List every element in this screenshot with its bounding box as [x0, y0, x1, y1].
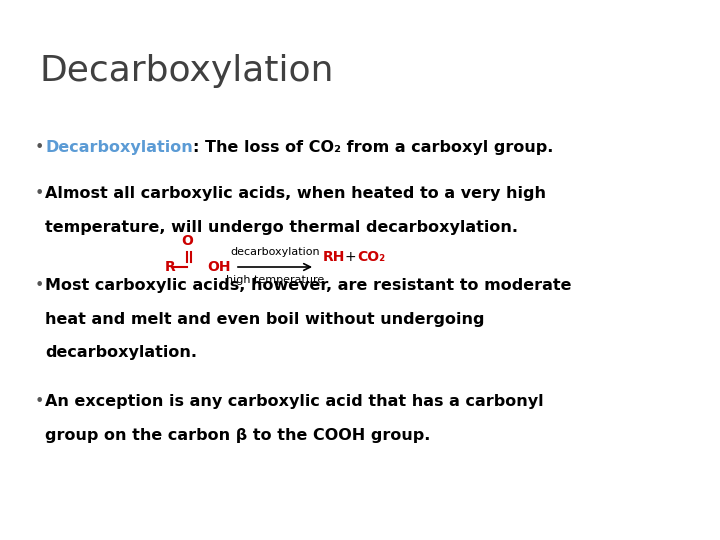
Text: Decarboxylation: Decarboxylation: [45, 140, 193, 156]
Text: •: •: [35, 278, 44, 293]
Text: OH: OH: [207, 260, 230, 274]
Text: temperature, will undergo thermal decarboxylation.: temperature, will undergo thermal decarb…: [45, 220, 518, 235]
Text: decarboxylation: decarboxylation: [230, 247, 320, 257]
Text: heat and melt and even boil without undergoing: heat and melt and even boil without unde…: [45, 312, 485, 327]
Text: decarboxylation.: decarboxylation.: [45, 345, 197, 360]
Text: •: •: [35, 140, 44, 156]
Text: Almost all carboxylic acids, when heated to a very high: Almost all carboxylic acids, when heated…: [45, 186, 546, 201]
Text: : The loss of CO₂ from a carboxyl group.: : The loss of CO₂ from a carboxyl group.: [193, 140, 554, 156]
Text: Most carboxylic acids, however, are resistant to moderate: Most carboxylic acids, however, are resi…: [45, 278, 572, 293]
Text: group on the carbon β to the COOH group.: group on the carbon β to the COOH group.: [45, 428, 431, 443]
Text: •: •: [35, 186, 44, 201]
Text: O: O: [181, 234, 193, 248]
Text: +: +: [345, 250, 356, 264]
Text: An exception is any carboxylic acid that has a carbonyl: An exception is any carboxylic acid that…: [45, 394, 544, 409]
Text: R: R: [164, 260, 175, 274]
Text: CO₂: CO₂: [357, 250, 385, 264]
Text: RH: RH: [323, 250, 346, 264]
Text: Decarboxylation: Decarboxylation: [40, 54, 334, 88]
Text: •: •: [35, 394, 44, 409]
Text: high temperature: high temperature: [226, 275, 324, 285]
